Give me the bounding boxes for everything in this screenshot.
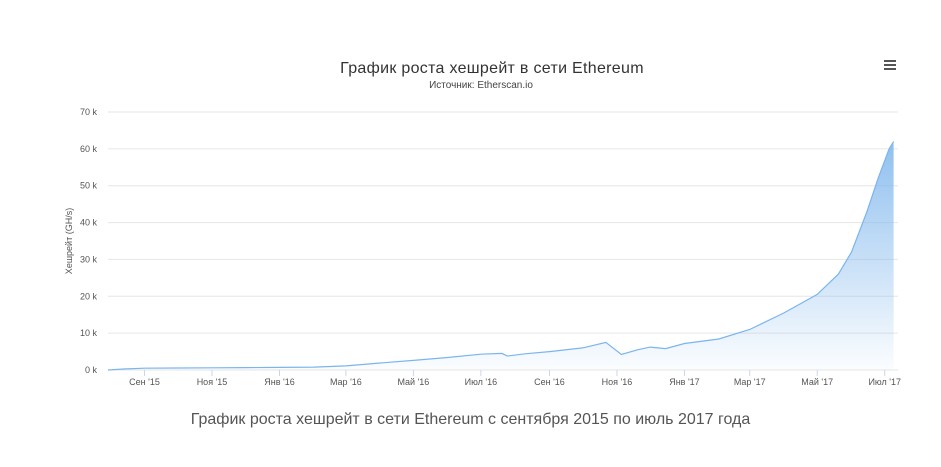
y-tick-label: 30 k bbox=[80, 254, 98, 264]
y-tick-label: 0 k bbox=[85, 365, 98, 375]
y-tick-label: 10 k bbox=[80, 328, 98, 338]
figure-caption: График роста хешрейт в сети Ethereum с с… bbox=[190, 411, 751, 428]
x-tick-label: Ноя '16 bbox=[602, 377, 633, 387]
grid-lines bbox=[108, 111, 898, 371]
x-tick-label: Июл '17 bbox=[868, 377, 901, 387]
y-tick-label: 50 k bbox=[80, 181, 98, 191]
y-tick-label: 70 k bbox=[80, 107, 98, 117]
y-axis-label: Хешрейт (GH/s) bbox=[64, 208, 74, 274]
chart-title: График роста хешрейт в сети Ethereum bbox=[340, 60, 644, 77]
hamburger-icon bbox=[884, 60, 896, 70]
x-tick-label: Мар '16 bbox=[330, 377, 362, 387]
y-tick-label: 40 k bbox=[80, 218, 98, 228]
chart-subtitle: Источник: Etherscan.io bbox=[429, 80, 533, 91]
series-area-fill bbox=[108, 141, 894, 370]
x-axis: Сен '15 Ноя '15 Янв '16 Мар '16 Май '16 Июл '… bbox=[129, 370, 901, 387]
area-series bbox=[107, 141, 895, 371]
x-tick-label: Янв '16 bbox=[264, 377, 294, 387]
x-tick-label: Сен '15 bbox=[129, 377, 160, 387]
chart-menu-button[interactable] bbox=[879, 56, 901, 76]
x-tick-label: Ноя '15 bbox=[197, 377, 228, 387]
y-tick-label: 60 k bbox=[80, 144, 98, 154]
x-tick-label: Май '16 bbox=[397, 377, 429, 387]
x-tick-label: Сен '16 bbox=[534, 377, 565, 387]
y-axis-ticks: 0 k 10 k 20 k 30 k 40 k 50 k 60 k 70 k bbox=[80, 107, 98, 375]
series-line bbox=[107, 141, 895, 371]
x-tick-label: Май '17 bbox=[801, 377, 833, 387]
hashrate-chart: График роста хешрейт в сети Ethereum Ист… bbox=[64, 56, 901, 387]
x-tick-label: Июл '16 bbox=[465, 377, 498, 387]
y-tick-label: 20 k bbox=[80, 291, 98, 301]
x-tick-label: Мар '17 bbox=[734, 377, 766, 387]
x-tick-label: Янв '17 bbox=[669, 377, 699, 387]
